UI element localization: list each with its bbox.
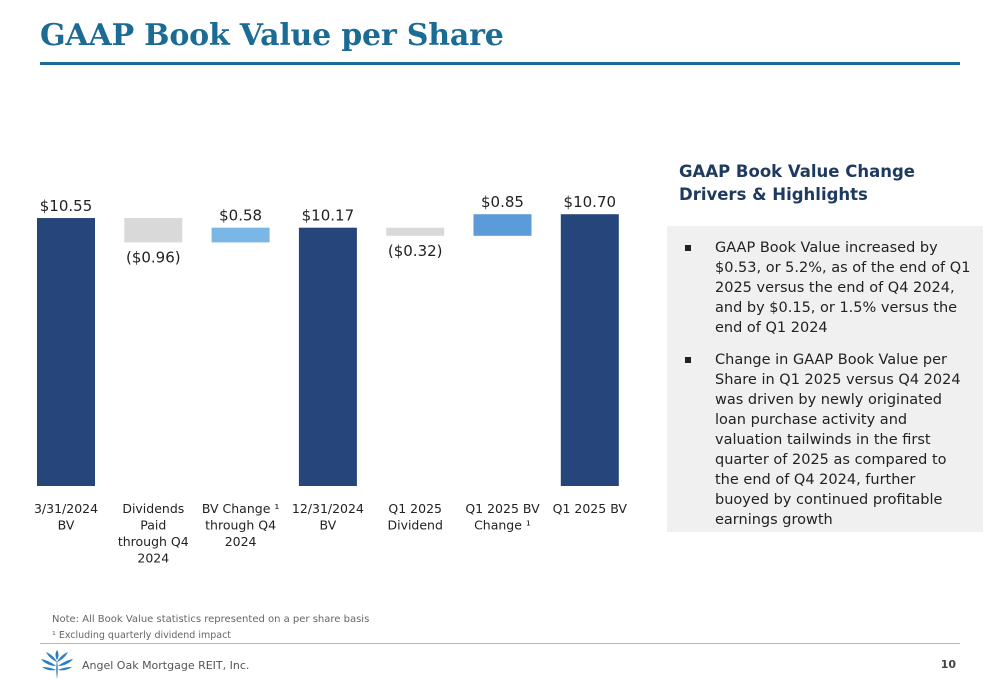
- waterfall-bar: [386, 227, 445, 236]
- waterfall-bar: [560, 214, 619, 486]
- category-label: Q1 2025 BV: [553, 501, 628, 516]
- square-bullet-icon: [685, 245, 691, 251]
- bar-value-label: $10.17: [302, 207, 355, 225]
- page-number: 10: [940, 658, 956, 671]
- angel-oak-tree-logo: [41, 650, 73, 679]
- waterfall-bar: [124, 218, 183, 243]
- category-label: BV Change ¹: [202, 501, 280, 516]
- category-label: Change ¹: [474, 518, 531, 533]
- waterfall-bar: [211, 227, 270, 243]
- highlight-text: Change in GAAP Book Value per Share in Q…: [715, 352, 961, 528]
- category-label: BV: [320, 518, 337, 533]
- waterfall-bar: [37, 218, 95, 486]
- bar-value-label: ($0.32): [388, 242, 443, 260]
- highlight-item: Change in GAAP Book Value per Share in Q…: [679, 350, 971, 530]
- bar-value-label: $0.58: [219, 207, 262, 225]
- highlight-item: GAAP Book Value increased by $0.53, or 5…: [679, 238, 971, 338]
- category-label: 3/31/2024: [34, 501, 98, 516]
- bar-value-label: ($0.96): [126, 248, 181, 266]
- highlights-panel: GAAP Book Value increased by $0.53, or 5…: [667, 226, 983, 532]
- highlights-heading: GAAP Book Value Change Drivers & Highlig…: [679, 162, 915, 204]
- waterfall-chart: $10.553/31/2024BV($0.96)DividendsPaidthr…: [34, 193, 628, 566]
- category-label: through Q4: [118, 534, 189, 549]
- waterfall-bar: [298, 227, 357, 486]
- highlights-list: GAAP Book Value increased by $0.53, or 5…: [679, 238, 971, 542]
- page-title: GAAP Book Value per Share: [40, 18, 504, 53]
- waterfall-bar: [473, 214, 532, 236]
- square-bullet-icon: [685, 357, 691, 363]
- bar-value-label: $10.55: [40, 197, 93, 215]
- category-label: Paid: [140, 518, 166, 533]
- footer-divider: [40, 643, 960, 644]
- category-label: through Q4: [205, 518, 276, 533]
- category-label: 12/31/2024: [292, 501, 364, 516]
- category-label: Q1 2025: [388, 501, 442, 516]
- category-label: 2024: [137, 551, 169, 566]
- category-label: Q1 2025 BV: [465, 501, 540, 516]
- category-label: 2024: [225, 534, 257, 549]
- category-label: Dividends: [122, 501, 184, 516]
- highlight-text: GAAP Book Value increased by $0.53, or 5…: [715, 240, 971, 336]
- bar-value-label: $0.85: [481, 193, 524, 211]
- chart-note: Note: All Book Value statistics represen…: [52, 614, 370, 625]
- footer-company-name: Angel Oak Mortgage REIT, Inc.: [82, 659, 250, 672]
- bar-value-label: $10.70: [564, 193, 617, 211]
- chart-footnote: ¹ Excluding quarterly dividend impact: [52, 630, 232, 641]
- category-label: Dividend: [387, 518, 442, 533]
- category-label: BV: [58, 518, 75, 533]
- title-divider: [40, 62, 960, 65]
